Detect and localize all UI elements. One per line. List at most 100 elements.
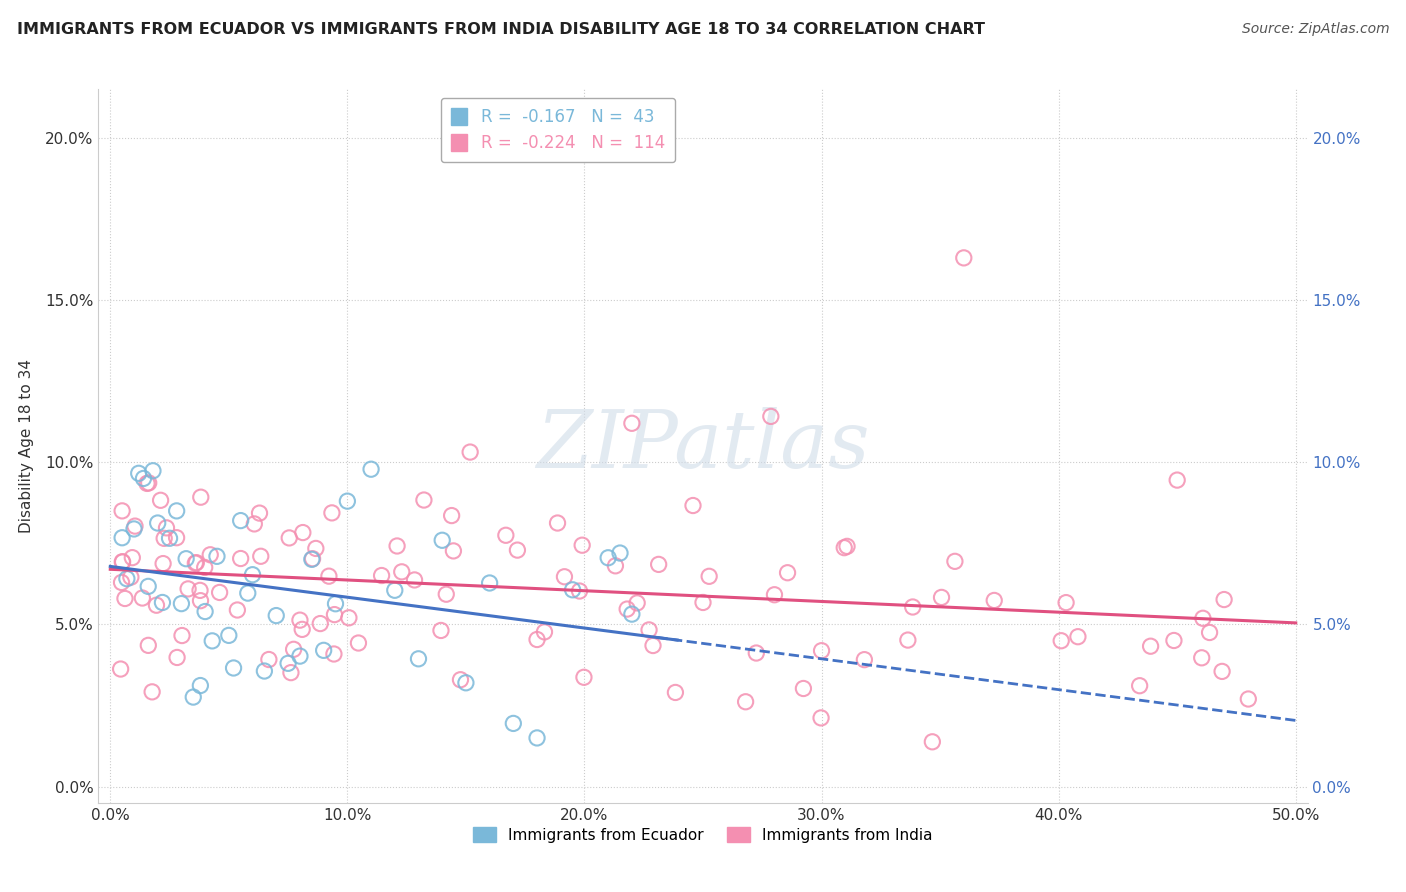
Point <box>305 541 328 556</box>
Point <box>166 650 188 665</box>
Point <box>1198 625 1220 640</box>
Point <box>190 490 212 504</box>
Point <box>166 504 188 518</box>
Point <box>478 576 501 591</box>
Point <box>1237 692 1260 706</box>
Point <box>229 551 252 566</box>
Point <box>792 681 814 696</box>
Point <box>312 643 335 657</box>
Point <box>810 711 832 725</box>
Point <box>111 555 134 569</box>
Point <box>174 551 197 566</box>
Point <box>309 616 332 631</box>
Point <box>810 643 832 657</box>
Point <box>495 528 517 542</box>
Point <box>149 493 172 508</box>
Point <box>190 593 212 607</box>
Point <box>1067 630 1090 644</box>
Point <box>141 685 163 699</box>
Point <box>236 586 259 600</box>
Point <box>194 560 217 574</box>
Point <box>111 504 134 518</box>
Point <box>547 516 569 530</box>
Point <box>249 506 271 520</box>
Point <box>638 623 661 637</box>
Point <box>278 531 301 545</box>
Point <box>208 585 231 599</box>
Point <box>434 587 457 601</box>
Point <box>301 552 323 566</box>
Point <box>440 508 463 523</box>
Point <box>983 593 1005 607</box>
Point <box>336 494 359 508</box>
Point <box>533 624 555 639</box>
Point <box>111 555 134 569</box>
Point <box>128 467 150 481</box>
Point <box>1050 633 1073 648</box>
Point <box>572 670 595 684</box>
Point <box>115 572 138 586</box>
Point <box>1192 611 1215 625</box>
Point <box>146 516 169 530</box>
Point <box>301 551 323 566</box>
Point <box>242 567 264 582</box>
Point <box>616 602 638 616</box>
Point <box>166 531 188 545</box>
Point <box>901 599 924 614</box>
Point <box>853 653 876 667</box>
Point <box>145 598 167 612</box>
Point <box>605 558 627 573</box>
Point <box>1166 473 1188 487</box>
Point <box>1211 665 1233 679</box>
Point <box>132 471 155 485</box>
Point <box>136 579 159 593</box>
Point <box>568 584 591 599</box>
Point <box>347 636 370 650</box>
Point <box>111 531 134 545</box>
Point <box>155 521 177 535</box>
Point <box>620 417 643 431</box>
Point <box>136 476 159 491</box>
Point <box>776 566 799 580</box>
Point <box>571 538 593 552</box>
Point <box>1129 679 1152 693</box>
Point <box>432 533 454 548</box>
Text: IMMIGRANTS FROM ECUADOR VS IMMIGRANTS FROM INDIA DISABILITY AGE 18 TO 34 CORRELA: IMMIGRANTS FROM ECUADOR VS IMMIGRANTS FR… <box>17 22 984 37</box>
Point <box>190 679 212 693</box>
Point <box>697 569 720 583</box>
Point <box>553 570 575 584</box>
Point <box>138 475 160 490</box>
Point <box>280 665 302 680</box>
Point <box>943 554 966 568</box>
Point <box>257 652 280 666</box>
Point <box>264 608 287 623</box>
Point <box>114 591 136 606</box>
Point <box>620 607 643 621</box>
Point <box>325 597 347 611</box>
Point <box>288 649 311 664</box>
Point <box>181 690 204 704</box>
Point <box>598 550 620 565</box>
Point <box>626 596 648 610</box>
Point <box>110 662 132 676</box>
Point <box>177 582 200 596</box>
Point <box>205 549 228 564</box>
Point <box>1139 639 1161 653</box>
Point <box>291 623 314 637</box>
Text: Source: ZipAtlas.com: Source: ZipAtlas.com <box>1241 22 1389 37</box>
Point <box>384 583 406 598</box>
Point <box>322 647 344 661</box>
Point <box>337 611 360 625</box>
Point <box>184 556 207 570</box>
Point <box>288 613 311 627</box>
Point <box>243 516 266 531</box>
Point <box>226 603 249 617</box>
Point <box>408 652 430 666</box>
Point <box>277 657 299 671</box>
Point <box>253 664 276 678</box>
Point <box>526 632 548 647</box>
Point <box>692 595 714 609</box>
Point <box>122 522 145 536</box>
Point <box>131 591 153 605</box>
Point <box>450 673 472 687</box>
